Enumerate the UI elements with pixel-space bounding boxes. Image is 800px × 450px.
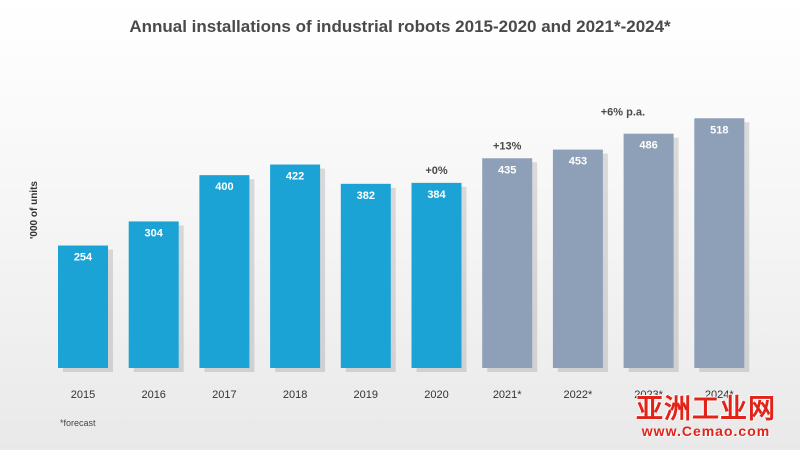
bar-2020 <box>411 182 462 368</box>
growth-annotation: +6% p.a. <box>601 107 645 119</box>
x-tick-label: 2017 <box>212 389 236 401</box>
bar-2024-forecast <box>694 118 745 368</box>
chart-title: Annual installations of industrial robot… <box>129 17 671 36</box>
bar-2023-forecast <box>623 133 674 368</box>
bar-2015 <box>58 245 108 368</box>
x-tick-label: 2015 <box>71 389 95 401</box>
x-tick-label: 2018 <box>283 389 307 401</box>
watermark-url: www.Cemao.com <box>641 423 771 439</box>
x-tick-label: 2022* <box>564 389 593 401</box>
bar-2017 <box>199 175 250 368</box>
bar-value-label: 384 <box>427 189 446 201</box>
growth-annotation: +0% <box>425 165 448 177</box>
bar-value-label: 453 <box>569 156 587 168</box>
forecast-footnote: *forecast <box>60 418 96 428</box>
bar-value-label: 304 <box>145 227 164 239</box>
y-axis-label: '000 of units <box>29 181 40 239</box>
bar-value-label: 422 <box>286 171 304 183</box>
watermark-logo: 亚洲工业网 www.Cemao.com <box>618 387 794 443</box>
x-tick-label: 2024* <box>705 389 734 401</box>
bar-2018 <box>270 164 321 368</box>
bar-2019 <box>340 183 391 368</box>
x-tick-label: 2019 <box>354 389 378 401</box>
x-tick-label: 2020 <box>424 389 448 401</box>
bar-value-label: 518 <box>710 124 728 136</box>
value-labels: 254 304 400 422 382 384 435 453 486 518 <box>74 124 729 263</box>
bar-value-label: 254 <box>74 252 93 264</box>
bar-2021-forecast <box>482 158 533 368</box>
bar-value-label: 435 <box>498 164 516 176</box>
x-tick-label: 2021* <box>493 389 522 401</box>
x-tick-label: 2023* <box>634 389 663 401</box>
growth-annotation: +13% <box>493 140 522 152</box>
annotations: +0% +13% +6% p.a. <box>425 107 645 177</box>
bar-value-label: 486 <box>639 140 657 152</box>
watermark-text: 亚洲工业网 <box>636 394 776 425</box>
bars <box>58 118 745 368</box>
bar-value-label: 400 <box>215 181 233 193</box>
x-axis-ticks: 2015 2016 2017 2018 2019 2020 2021* 2022* 2023* 2… <box>71 389 735 401</box>
bar-2022-forecast <box>552 149 603 368</box>
x-tick-label: 2016 <box>141 389 165 401</box>
bar-2016 <box>128 221 179 368</box>
bar-value-label: 382 <box>357 190 375 202</box>
